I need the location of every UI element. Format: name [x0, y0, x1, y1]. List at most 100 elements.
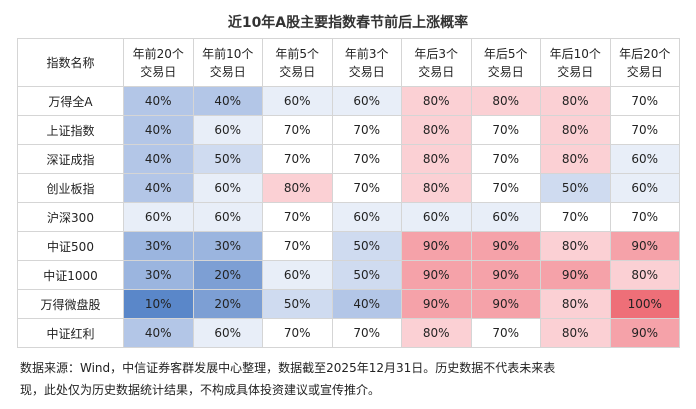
probability-cell: 50%	[262, 289, 333, 319]
probability-cell: 60%	[470, 202, 541, 232]
table-row: 创业板指 40% 60% 80% 70% 80% 70% 50% 60%	[17, 173, 680, 203]
probability-cell: 70%	[262, 318, 333, 348]
probability-cell: 80%	[401, 115, 472, 145]
probability-cell: 90%	[470, 289, 541, 319]
probability-cell: 80%	[401, 144, 472, 174]
table-title: 近10年A股主要指数春节前后上涨概率	[227, 15, 469, 31]
probability-cell: 60%	[262, 260, 333, 290]
probability-cell: 40%	[123, 318, 194, 348]
probability-cell: 70%	[470, 173, 541, 203]
probability-cell: 70%	[331, 115, 402, 145]
index-name-cell: 中证红利	[17, 318, 124, 348]
column-header-line1: 年前5个	[275, 46, 320, 61]
probability-cell: 30%	[123, 260, 194, 290]
probability-cell: 40%	[123, 115, 194, 145]
probability-cell: 80%	[401, 173, 472, 203]
table-body: 万得全A 40% 40% 60% 60% 80% 80% 80% 70% 上证指数 40% 60% 70…	[17, 86, 680, 348]
probability-cell: 70%	[262, 144, 333, 174]
table-row: 万得全A 40% 40% 60% 60% 80% 80% 80% 70%	[17, 86, 680, 116]
probability-cell: 80%	[401, 86, 472, 116]
table-row: 中证1000 30% 20% 60% 50% 90% 90% 90% 80%	[17, 260, 680, 290]
column-header-line1: 年前10个	[202, 46, 254, 61]
probability-cell: 90%	[609, 231, 680, 261]
probability-cell: 10%	[123, 289, 194, 319]
heatmap-table: 指数名称 年前20个交易日 年前10个交易日 年前5个交易日 年前3个交易日 年…	[17, 38, 680, 348]
index-name-cell: 深证成指	[17, 144, 124, 174]
column-header: 年后10个 交易日	[540, 38, 611, 87]
probability-cell: 90%	[540, 260, 611, 290]
probability-cell: 50%	[192, 144, 263, 174]
probability-cell: 70%	[609, 115, 680, 145]
source-footnote: 数据来源：Wind，中信证券客群发展中心整理，数据截至2025年12月31日。历…	[20, 357, 680, 401]
column-header-line2: 交易日	[557, 64, 594, 79]
probability-cell: 50%	[331, 231, 402, 261]
probability-cell: 100%	[609, 289, 680, 319]
table-row: 中证红利 40% 60% 70% 70% 80% 70% 80% 90%	[17, 318, 680, 348]
probability-cell: 60%	[609, 144, 680, 174]
probability-cell: 70%	[331, 144, 402, 174]
footnote-line1: 数据来源：Wind，中信证券客群发展中心整理，数据截至2025年12月31日。历…	[20, 361, 556, 375]
probability-cell: 70%	[262, 115, 333, 145]
probability-cell: 20%	[192, 289, 263, 319]
column-header: 年后5个 交易日	[470, 38, 541, 87]
index-name-cell: 沪深300	[17, 202, 124, 232]
index-name-cell: 中证500	[17, 231, 124, 261]
probability-cell: 30%	[123, 231, 194, 261]
probability-cell: 90%	[470, 260, 541, 290]
column-header-line1: 年后3个	[414, 46, 459, 61]
probability-cell: 60%	[609, 173, 680, 203]
probability-cell: 70%	[331, 318, 402, 348]
probability-cell: 70%	[262, 202, 333, 232]
probability-cell: 90%	[609, 318, 680, 348]
column-header-line1: 年后20个	[619, 46, 671, 61]
probability-cell: 50%	[540, 173, 611, 203]
probability-cell: 80%	[540, 289, 611, 319]
probability-cell: 20%	[192, 260, 263, 290]
probability-cell: 90%	[401, 289, 472, 319]
column-header: 年前10个交易日	[192, 38, 263, 87]
table-row: 沪深300 60% 60% 70% 60% 60% 60% 70% 70%	[17, 202, 680, 232]
column-header-line2: 交易日	[209, 64, 246, 79]
column-header-line2: 交易日	[279, 64, 316, 79]
probability-cell: 40%	[331, 289, 402, 319]
probability-cell: 80%	[540, 86, 611, 116]
probability-cell: 70%	[609, 202, 680, 232]
probability-cell: 80%	[401, 318, 472, 348]
probability-cell: 70%	[470, 144, 541, 174]
probability-cell: 40%	[123, 144, 194, 174]
probability-cell: 40%	[123, 86, 194, 116]
column-header: 年前5个交易日	[262, 38, 333, 87]
column-header: 年前20个交易日	[123, 38, 194, 87]
column-header: 年后20个 交易日	[609, 38, 680, 87]
probability-cell: 30%	[192, 231, 263, 261]
probability-cell: 60%	[331, 86, 402, 116]
index-name-cell: 中证1000	[17, 260, 124, 290]
probability-cell: 80%	[540, 231, 611, 261]
probability-cell: 70%	[262, 231, 333, 261]
column-header-line2: 交易日	[140, 64, 177, 79]
probability-cell: 80%	[540, 318, 611, 348]
index-name-cell: 上证指数	[17, 115, 124, 145]
probability-cell: 90%	[401, 260, 472, 290]
probability-cell: 80%	[540, 115, 611, 145]
probability-cell: 40%	[192, 86, 263, 116]
probability-cell: 60%	[192, 202, 263, 232]
column-header-line2: 交易日	[348, 64, 385, 79]
table-row: 万得微盘股 10% 20% 50% 40% 90% 90% 80% 100%	[17, 289, 680, 319]
header-row: 指数名称 年前20个交易日 年前10个交易日 年前5个交易日 年前3个交易日 年…	[17, 38, 680, 87]
table-row: 深证成指 40% 50% 70% 70% 80% 70% 80% 60%	[17, 144, 680, 174]
column-header-line1: 年前20个	[132, 46, 184, 61]
corner-header: 指数名称	[17, 38, 124, 87]
footnote-line2: 现，此处仅为历史数据统计结果，不构成具体投资建议或宣传推介。	[20, 383, 381, 397]
probability-cell: 80%	[609, 260, 680, 290]
probability-cell: 50%	[331, 260, 402, 290]
column-header-line2: 交易日	[418, 64, 455, 79]
probability-cell: 70%	[470, 318, 541, 348]
probability-cell: 80%	[262, 173, 333, 203]
column-header-line1: 年前3个	[344, 46, 389, 61]
column-header: 年前3个交易日	[331, 38, 402, 87]
table-row: 中证500 30% 30% 70% 50% 90% 90% 80% 90%	[17, 231, 680, 261]
index-name-cell: 创业板指	[17, 173, 124, 203]
probability-cell: 60%	[331, 202, 402, 232]
column-header: 年后3个交易日	[401, 38, 472, 87]
